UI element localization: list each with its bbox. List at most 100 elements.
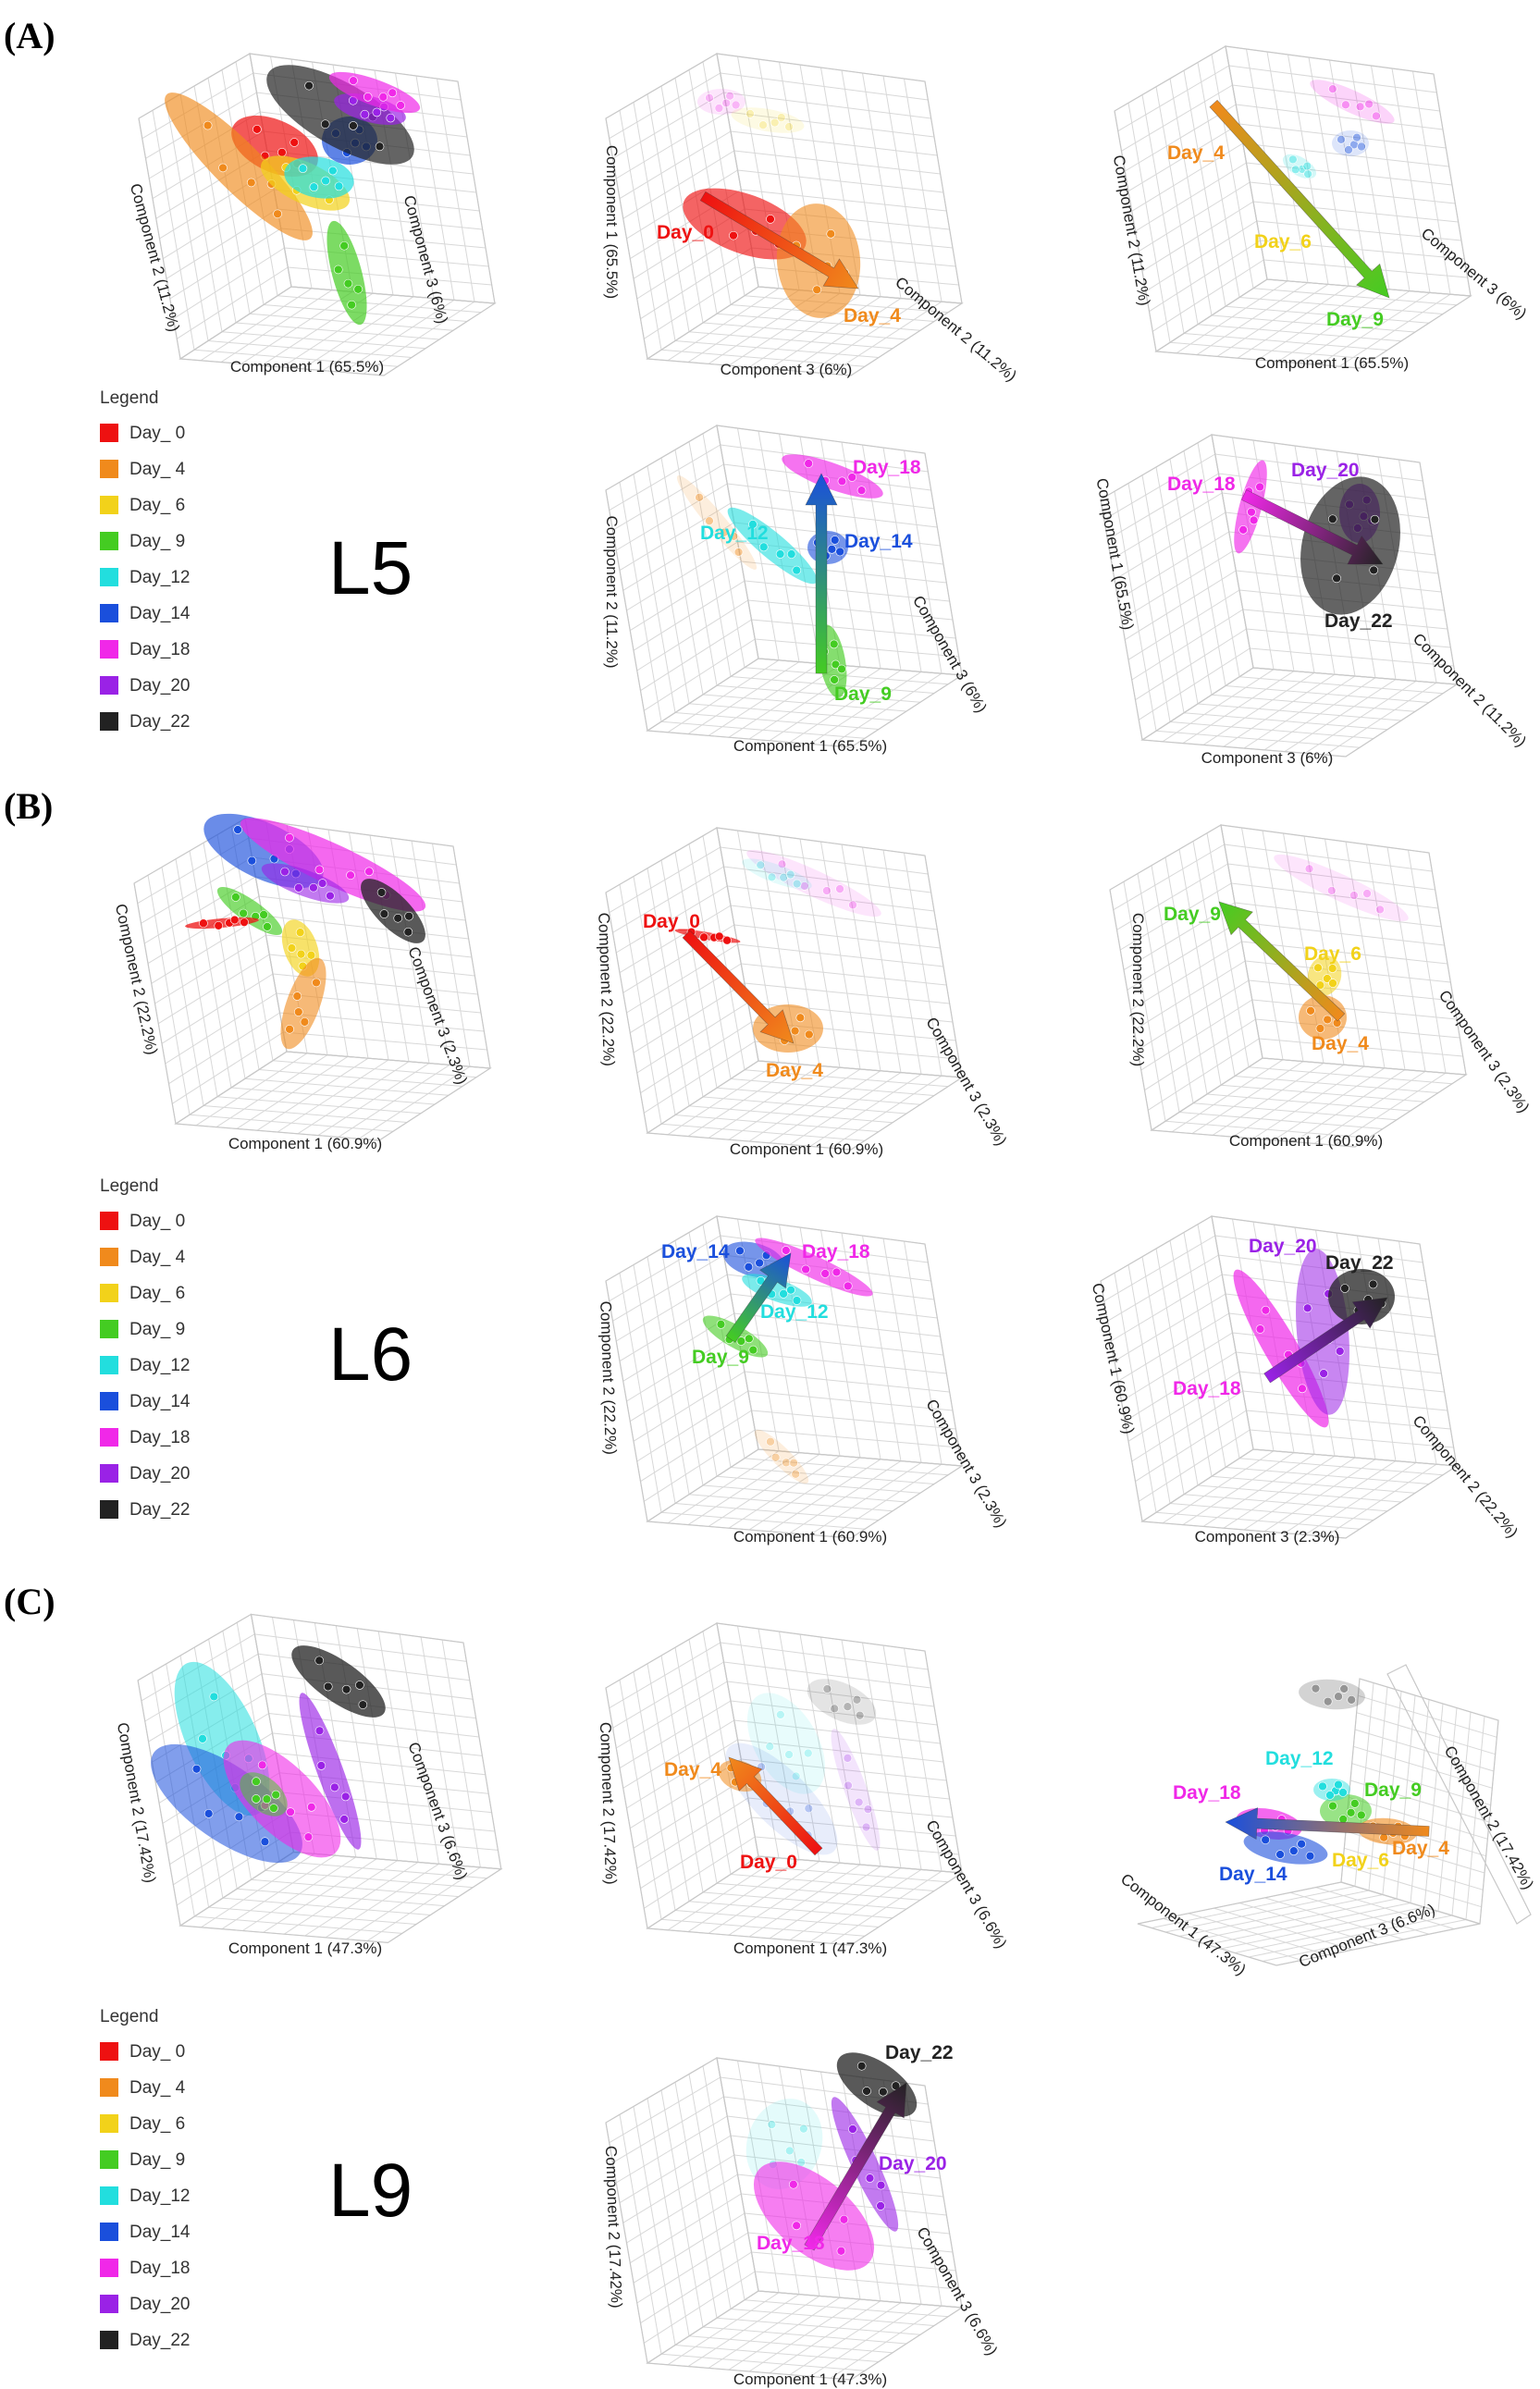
point-day_20 [309, 882, 318, 893]
point-day_20 [876, 2180, 886, 2190]
point-day_6 [1328, 979, 1337, 988]
point-day_12 [1302, 161, 1312, 171]
point-day_18 [856, 486, 867, 495]
day-label-day_4: Day_4 [1392, 1838, 1449, 1859]
point-day_9 [252, 1794, 261, 1804]
point-day_22 [843, 1702, 853, 1711]
day-label-day_14: Day_14 [1219, 1864, 1287, 1885]
point-day_18 [835, 884, 844, 893]
point-day_9 [259, 910, 268, 919]
point-day_4 [729, 532, 739, 541]
point-day_14 [234, 1812, 244, 1822]
axis-label-component-1: Component 1 (65.5%) [1255, 354, 1409, 372]
axis-label-component-2: Component 2 (11.2%) [603, 515, 621, 668]
point-day_20 [386, 113, 396, 123]
legend-item: Day_20 [129, 676, 191, 696]
axis-label-component-2: Component 2 (17.42%) [602, 2146, 625, 2309]
legend-item: Day_12 [129, 1356, 191, 1375]
point-day_20 [330, 1782, 339, 1792]
point-day_12 [767, 2120, 777, 2129]
point-day_18 [822, 886, 832, 895]
point-day_22 [404, 911, 413, 921]
day-label-day_0: Day_0 [740, 1852, 797, 1873]
day-label-day_4: Day_4 [766, 1060, 823, 1081]
plot-b4-grid [605, 1215, 964, 1539]
legend-swatch [100, 568, 118, 586]
point-day_4 [695, 492, 704, 502]
point-day_4 [293, 1007, 303, 1016]
axis-label-component-3: Component 3 (6.6%) [404, 1740, 471, 1882]
trajectory-arrow [1263, 1297, 1388, 1384]
point-day_18 [286, 1807, 295, 1816]
day-label-day_20: Day_20 [1249, 1236, 1317, 1257]
day-label-day_14: Day_14 [661, 1241, 730, 1262]
point-day_14 [191, 1764, 202, 1774]
point-day_20 [865, 2173, 875, 2183]
legend-swatch [100, 2295, 118, 2313]
point-day_6 [295, 928, 305, 937]
legend-item: Day_ 6 [129, 496, 185, 515]
point-day_14 [804, 1804, 814, 1814]
point-day_22 [1332, 573, 1341, 584]
axis-label-component-2: Component 2 (22.2%) [597, 1300, 620, 1455]
day-label-day_18: Day_18 [1173, 1782, 1241, 1804]
ellipse-day_22 [361, 879, 425, 943]
point-day_14 [755, 1258, 764, 1268]
axis-label-component-2: Component 2 (11.2%) [1410, 630, 1530, 750]
point-day_12 [786, 1285, 795, 1295]
point-day_9 [271, 1790, 281, 1800]
axis-label-component-1: Component 1 (60.9%) [1089, 1282, 1138, 1436]
point-day_22 [1347, 1695, 1356, 1705]
point-day_6 [1313, 963, 1323, 973]
axis-label-component-2: Component 2 (11.2%) [1110, 154, 1153, 307]
ellipse-day_4 [676, 475, 758, 570]
point-day_22 [314, 1656, 325, 1666]
point-day_12 [791, 1771, 801, 1781]
point-day_14 [247, 856, 257, 866]
point-day_9 [252, 1777, 261, 1787]
day-label-day_18: Day_18 [802, 1241, 870, 1262]
point-day_20 [294, 883, 303, 893]
point-day_18 [364, 867, 374, 877]
point-day_22 [1334, 1692, 1343, 1702]
point-day_9 [269, 1804, 278, 1813]
point-day_22 [323, 1681, 333, 1692]
legend-swatch [100, 2186, 118, 2205]
point-day_20 [854, 1797, 864, 1807]
legend-item: Day_14 [129, 604, 191, 623]
axis-label-component-3: Component 3 (2.3%) [1435, 987, 1534, 1115]
point-day_18 [782, 1246, 791, 1255]
ellipse-day_20 [299, 1693, 362, 1850]
point-day_12 [785, 869, 795, 880]
point-day_4 [812, 285, 822, 295]
point-day_0 [729, 230, 738, 240]
point-day_12 [786, 549, 796, 559]
trajectory-arrow [804, 2082, 907, 2251]
group-label-l6: L6 [328, 1312, 413, 1397]
legend-swatch [100, 424, 118, 442]
legend-swatch [100, 496, 118, 514]
legend-title: Legend [100, 1176, 158, 1196]
legend-item: Day_20 [129, 2295, 191, 2314]
point-day_12 [198, 1734, 207, 1743]
point-day_4 [1315, 1024, 1325, 1033]
axis-label-component-2: Component 2 (22.2%) [1409, 1412, 1521, 1542]
legend-item: Day_ 6 [129, 2114, 185, 2134]
day-label-day_12: Day_12 [760, 1301, 829, 1323]
point-day_12 [1338, 1788, 1348, 1797]
day-label-day_20: Day_20 [1291, 460, 1360, 481]
point-day_18 [714, 104, 724, 113]
point-day_4 [804, 1029, 814, 1040]
ellipse-day_18 [753, 2161, 875, 2271]
ellipse-day_18 [746, 849, 881, 917]
legend-item: Day_20 [129, 1464, 191, 1484]
legend-item: Day_18 [129, 1428, 191, 1447]
legend-item: Day_12 [129, 568, 191, 587]
point-day_12 [309, 182, 319, 191]
point-day_12 [748, 520, 758, 529]
point-day_12 [792, 879, 802, 889]
point-day_22 [822, 1684, 832, 1693]
point-day_22 [358, 1700, 368, 1709]
point-day_20 [280, 867, 290, 877]
axis-label-component-1: Component 1 (60.9%) [730, 1140, 883, 1158]
